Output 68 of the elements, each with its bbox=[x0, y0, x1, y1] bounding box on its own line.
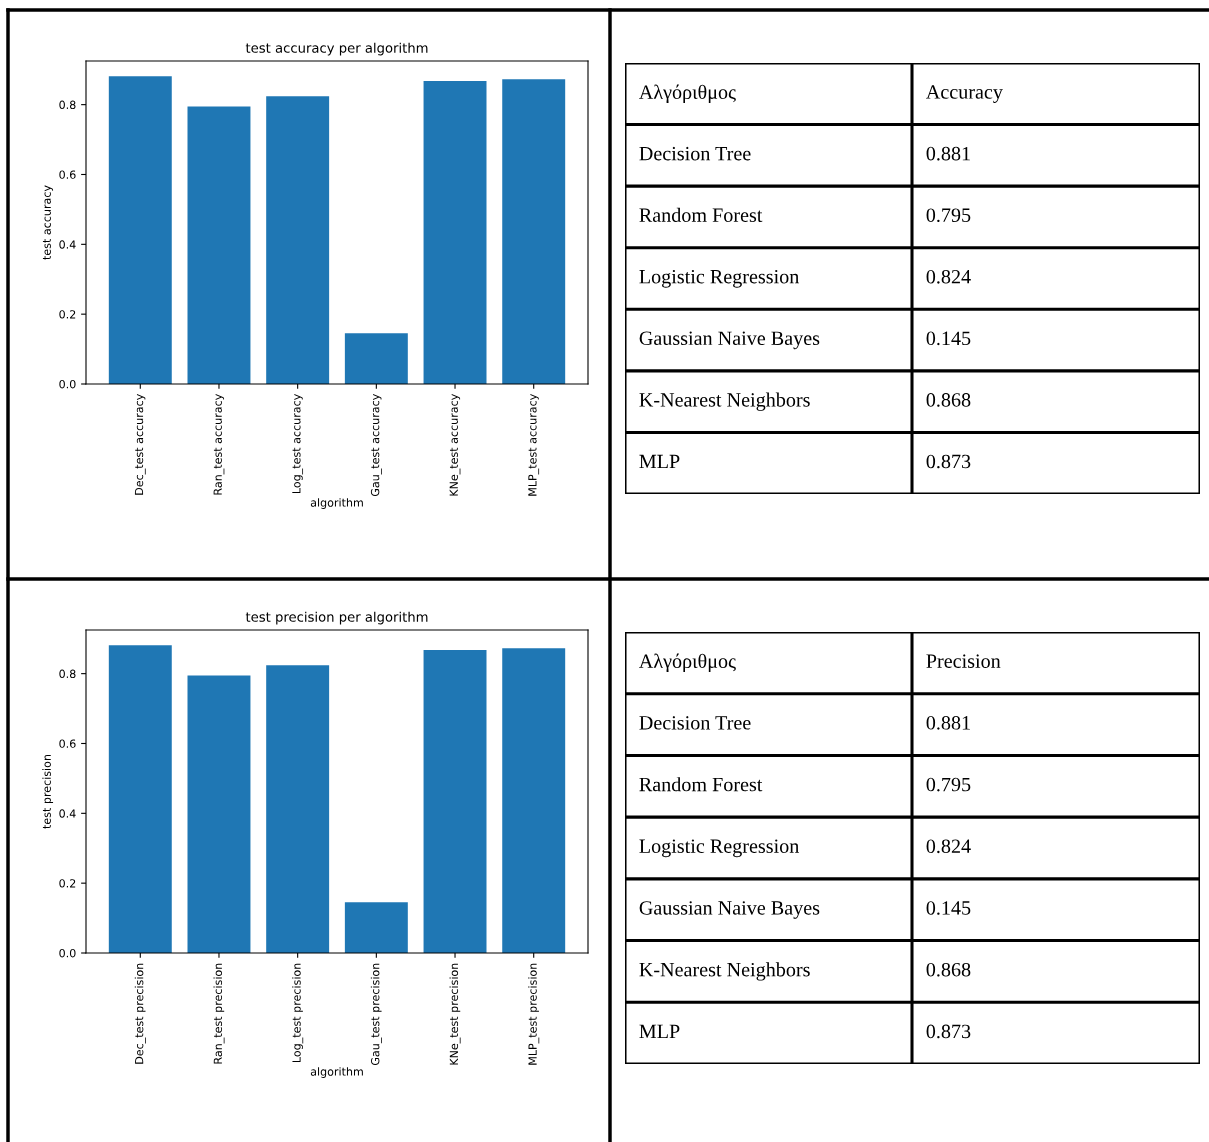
data-label: 0.873 bbox=[926, 1024, 971, 1039]
category-label: MLP bbox=[639, 454, 680, 469]
bar bbox=[502, 79, 566, 384]
bar bbox=[187, 675, 251, 953]
data-label: 0.145 bbox=[926, 331, 971, 346]
bar bbox=[187, 106, 251, 384]
y-axis-title: test precision bbox=[42, 754, 54, 829]
chart-title: test accuracy per algorithm bbox=[245, 42, 428, 56]
bar bbox=[108, 76, 172, 384]
x-tick-label: Log_test accuracy bbox=[292, 394, 304, 494]
bar bbox=[423, 80, 487, 384]
y-tick-label: 0.4 bbox=[59, 809, 76, 818]
bar bbox=[108, 645, 172, 953]
category-label: K-Nearest Neighbors bbox=[639, 962, 810, 981]
x-tick-label: Gau_test precision bbox=[370, 963, 382, 1066]
category-label: Random Forest bbox=[639, 207, 763, 222]
category-label: Logistic Regression bbox=[639, 269, 800, 288]
data-label: 0.795 bbox=[926, 208, 971, 223]
y-tick-label: 0.2 bbox=[59, 879, 76, 888]
text: Precision bbox=[926, 654, 1001, 668]
y-tick-label: 0.0 bbox=[59, 379, 76, 389]
x-tick-label: KNe_test accuracy bbox=[449, 394, 461, 496]
y-tick-label: 0.8 bbox=[59, 669, 76, 679]
data-label: 0.795 bbox=[926, 777, 971, 792]
data-label: 0.145 bbox=[926, 901, 971, 915]
data-label: 0.873 bbox=[926, 454, 971, 469]
y-tick-label: 0.0 bbox=[59, 948, 76, 958]
y-tick-label: 0.2 bbox=[59, 310, 76, 319]
category-label: Random Forest bbox=[639, 777, 763, 792]
category-label: K-Nearest Neighbors bbox=[639, 392, 810, 411]
data-label: 0.881 bbox=[926, 716, 970, 730]
data-label: 0.824 bbox=[926, 269, 971, 284]
x-tick-label: Ran_test accuracy bbox=[213, 394, 225, 495]
y-tick-label: 0.6 bbox=[59, 170, 76, 179]
bar bbox=[266, 665, 330, 953]
bar bbox=[266, 96, 330, 384]
data-label: 0.824 bbox=[926, 839, 971, 854]
y-axis-title: test accuracy bbox=[42, 185, 54, 260]
category-label: Gaussian Naive Bayes bbox=[639, 901, 820, 919]
x-tick-label: Ran_test precision bbox=[213, 963, 225, 1064]
category-label: Gaussian Naive Bayes bbox=[639, 331, 820, 350]
data-label: 0.868 bbox=[926, 962, 971, 977]
category-label: Decision Tree bbox=[639, 146, 751, 161]
text: Accuracy bbox=[926, 85, 1003, 103]
x-axis-title: algorithm bbox=[310, 498, 363, 509]
category-label: MLP bbox=[639, 1024, 680, 1038]
text: Αλγόριθμος bbox=[639, 84, 736, 104]
chart-title: test precision per algorithm bbox=[245, 611, 428, 625]
data-label: 0.881 bbox=[926, 146, 970, 161]
x-tick-label: Dec_test precision bbox=[134, 963, 146, 1064]
x-tick-label: Dec_test accuracy bbox=[134, 394, 146, 495]
bar bbox=[344, 902, 408, 953]
y-tick-label: 0.8 bbox=[59, 100, 76, 110]
x-tick-label: Gau_test accuracy bbox=[370, 394, 382, 497]
y-tick-label: 0.4 bbox=[59, 240, 76, 249]
x-tick-label: Log_test precision bbox=[292, 963, 304, 1063]
category-label: Decision Tree bbox=[639, 716, 751, 730]
bar bbox=[423, 649, 487, 953]
x-tick-label: KNe_test precision bbox=[449, 963, 461, 1065]
bar bbox=[344, 333, 408, 384]
x-tick-label: MLP_test accuracy bbox=[528, 394, 540, 496]
category-label: Logistic Regression bbox=[639, 839, 800, 858]
bar bbox=[502, 648, 566, 953]
data-label: 0.868 bbox=[926, 393, 971, 407]
text: Αλγόριθμος bbox=[639, 653, 736, 673]
x-axis-title: algorithm bbox=[310, 1067, 363, 1078]
y-tick-label: 0.6 bbox=[59, 739, 76, 748]
x-tick-label: MLP_test precision bbox=[528, 963, 540, 1065]
